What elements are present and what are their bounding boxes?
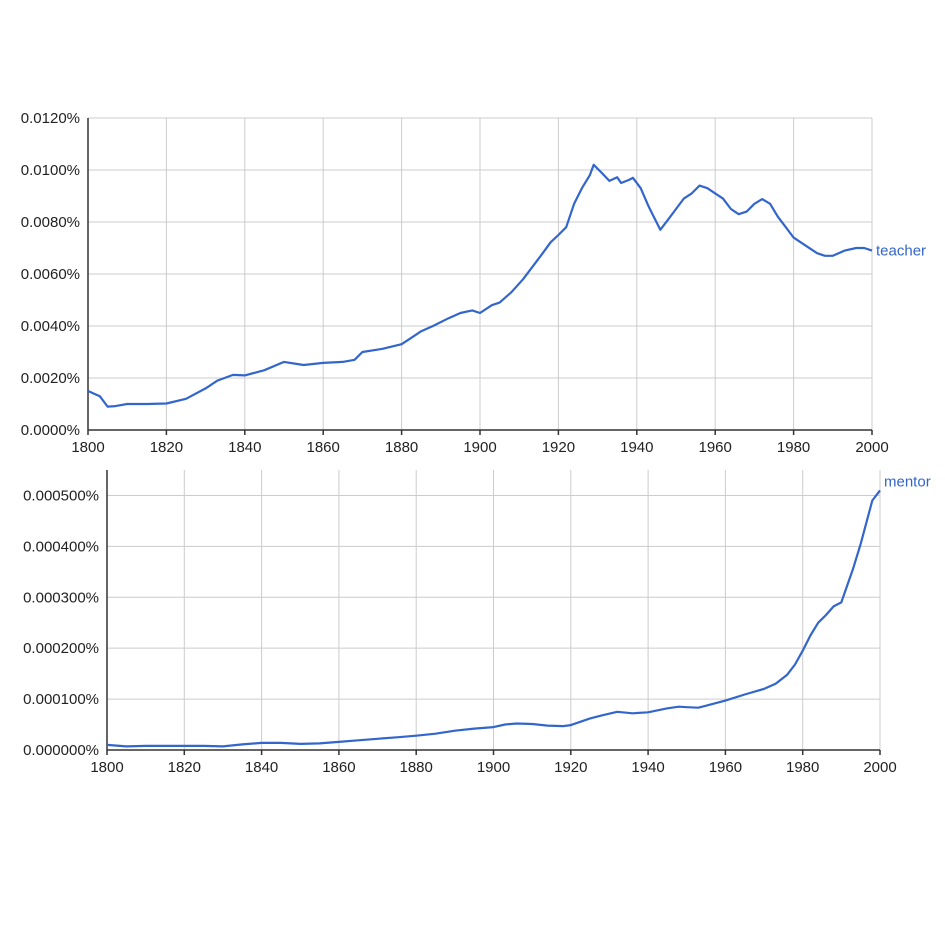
chart-teacher: 1800 1820 1840 1860 1880 1900 1920 1940 1960 1980… [21, 110, 926, 456]
y-tick-label: 0.000200% [23, 640, 99, 657]
x-tick-label: 1940 [620, 439, 653, 456]
y-tick-label: 0.0000% [21, 422, 80, 439]
x-tick-label: 1980 [777, 439, 810, 456]
x-tick-label: 1940 [631, 759, 664, 776]
x-tick-label: 1880 [385, 439, 418, 456]
y-tick-label: 0.0040% [21, 318, 80, 335]
x-tick-label: 1980 [786, 759, 819, 776]
y-tick-label: 0.0100% [21, 162, 80, 179]
y-tick-label: 0.0080% [21, 214, 80, 231]
y-tick-label: 0.000400% [23, 538, 99, 555]
x-tick-label: 1900 [477, 759, 510, 776]
x-tick-label: 1880 [400, 759, 433, 776]
chart-mentor: 1800 1820 1840 1860 1880 1900 1920 1940 1960 1980… [23, 470, 931, 776]
series-line-mentor [106, 489, 881, 748]
series-label-teacher: teacher [876, 243, 926, 260]
x-tick-label: 2000 [855, 439, 888, 456]
x-tick-label: 1800 [71, 439, 104, 456]
x-tick-label: 2000 [863, 759, 896, 776]
x-tick-label: 1820 [168, 759, 201, 776]
y-tick-label: 0.0120% [21, 110, 80, 127]
x-tick-label: 1860 [322, 759, 355, 776]
y-tick-label: 0.000300% [23, 589, 99, 606]
x-tick-label: 1960 [699, 439, 732, 456]
x-tick-label: 1960 [709, 759, 742, 776]
y-tick-label: 0.000000% [23, 742, 99, 759]
y-tick-label: 0.000100% [23, 691, 99, 708]
x-tick-label: 1820 [150, 439, 183, 456]
x-tick-label: 1800 [90, 759, 123, 776]
x-tick-label: 1900 [463, 439, 496, 456]
y-tick-label: 0.0060% [21, 266, 80, 283]
series-label-mentor: mentor [884, 473, 931, 490]
x-tick-label: 1840 [245, 759, 278, 776]
x-tick-label: 1860 [307, 439, 340, 456]
x-tick-label: 1920 [554, 759, 587, 776]
y-tick-label: 0.0020% [21, 370, 80, 387]
x-tick-label: 1840 [228, 439, 261, 456]
y-tick-label: 0.000500% [23, 487, 99, 504]
series-line-teacher [87, 163, 873, 408]
x-tick-label: 1920 [542, 439, 575, 456]
